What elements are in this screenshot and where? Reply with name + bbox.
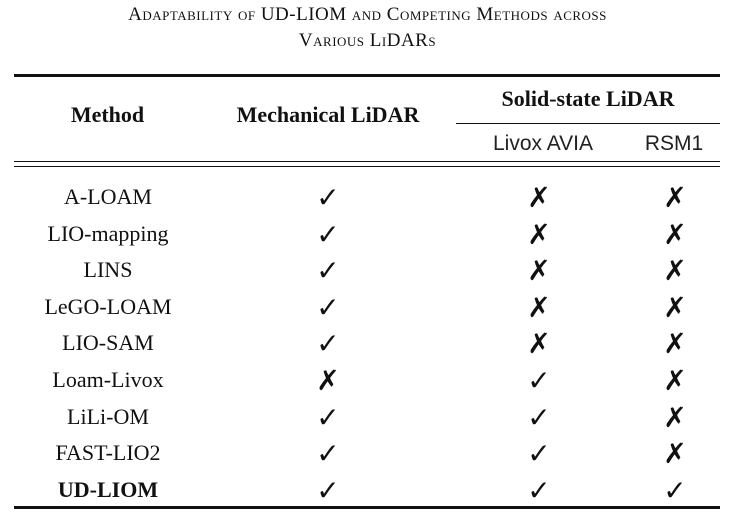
rsm1-mark-cross-icon: ✗ xyxy=(663,217,687,251)
rsm1-mark-cross-icon: ✗ xyxy=(663,364,687,397)
mechanical-lidar-mark-check-icon: ✓ xyxy=(316,327,340,361)
mechanical-lidar-mark-check-icon: ✓ xyxy=(316,400,340,434)
method-name-cell: Loam-Livox xyxy=(52,367,164,392)
rsm1-mark-cross-icon: ✗ xyxy=(663,327,687,361)
method-name-cell: LIO-mapping xyxy=(47,220,169,246)
table-top-rule xyxy=(14,74,720,77)
mechanical-lidar-mark-check-icon: ✓ xyxy=(316,473,340,507)
table-caption-line-2: Various LiDARs xyxy=(298,30,437,51)
table-caption-line-1: Adaptability of UD-LIOM and Competing Me… xyxy=(128,4,607,25)
table-bottom-rule xyxy=(14,506,720,509)
livox-avia-mark-cross-icon: ✗ xyxy=(527,327,551,361)
mechanical-lidar-mark-check-icon: ✓ xyxy=(316,181,340,214)
livox-avia-mark-cross-icon: ✗ xyxy=(527,217,551,251)
method-name-cell: LiLi-OM xyxy=(67,403,149,429)
table-row: LIO-SAM ✓ ✗ ✗ xyxy=(0,326,735,362)
header-rsm1: RSM1 xyxy=(644,132,704,155)
solid-state-span-rule xyxy=(456,123,720,125)
mechanical-lidar-mark-check-icon: ✓ xyxy=(316,290,340,324)
header-rule-upper xyxy=(14,161,720,163)
rsm1-mark-cross-icon: ✗ xyxy=(663,437,687,471)
rsm1-mark-cross-icon: ✗ xyxy=(663,290,687,324)
table-row: FAST-LIO2 ✓ ✓ ✗ xyxy=(0,436,735,472)
mechanical-lidar-mark-cross-icon: ✗ xyxy=(316,364,340,397)
table-row: LINS ✓ ✗ ✗ xyxy=(0,253,735,289)
rsm1-mark-cross-icon: ✗ xyxy=(663,254,687,288)
header-solid-state-lidar: Solid-state LiDAR xyxy=(501,86,675,111)
method-name-cell: A-LOAM xyxy=(64,184,152,209)
livox-avia-mark-check-icon: ✓ xyxy=(527,473,551,507)
livox-avia-mark-cross-icon: ✗ xyxy=(527,254,551,288)
table-row: A-LOAM ✓ ✗ ✗ xyxy=(0,180,735,216)
rsm1-mark-cross-icon: ✗ xyxy=(663,400,687,434)
rsm1-mark-cross-icon: ✗ xyxy=(663,181,687,214)
method-name-cell: LIO-SAM xyxy=(62,330,154,356)
header-mechanical-lidar: Mechanical LiDAR xyxy=(236,102,420,127)
table-row: Loam-Livox ✗ ✓ ✗ xyxy=(0,363,735,399)
method-name-cell: LINS xyxy=(83,257,133,283)
livox-avia-mark-check-icon: ✓ xyxy=(527,364,551,397)
method-name-cell: LeGO-LOAM xyxy=(44,293,172,319)
livox-avia-mark-check-icon: ✓ xyxy=(527,400,551,434)
livox-avia-mark-check-icon: ✓ xyxy=(527,437,551,471)
table-row: LIO-mapping ✓ ✗ ✗ xyxy=(0,217,735,253)
header-rule-lower xyxy=(14,166,720,168)
mechanical-lidar-mark-check-icon: ✓ xyxy=(316,217,340,251)
mechanical-lidar-mark-check-icon: ✓ xyxy=(316,254,340,288)
header-method: Method xyxy=(70,102,145,127)
table-row: UD-LIOM ✓ ✓ ✓ xyxy=(0,473,735,509)
livox-avia-mark-cross-icon: ✗ xyxy=(527,290,551,324)
mechanical-lidar-mark-check-icon: ✓ xyxy=(316,437,340,471)
header-livox-avia: Livox AVIA xyxy=(493,132,593,155)
livox-avia-mark-cross-icon: ✗ xyxy=(527,181,551,214)
table-row: LeGO-LOAM ✓ ✗ ✗ xyxy=(0,290,735,326)
table-row: LiLi-OM ✓ ✓ ✗ xyxy=(0,400,735,436)
method-name-cell: FAST-LIO2 xyxy=(55,440,161,466)
method-name-cell: UD-LIOM xyxy=(57,476,159,502)
rsm1-mark-check-icon: ✓ xyxy=(663,473,687,507)
